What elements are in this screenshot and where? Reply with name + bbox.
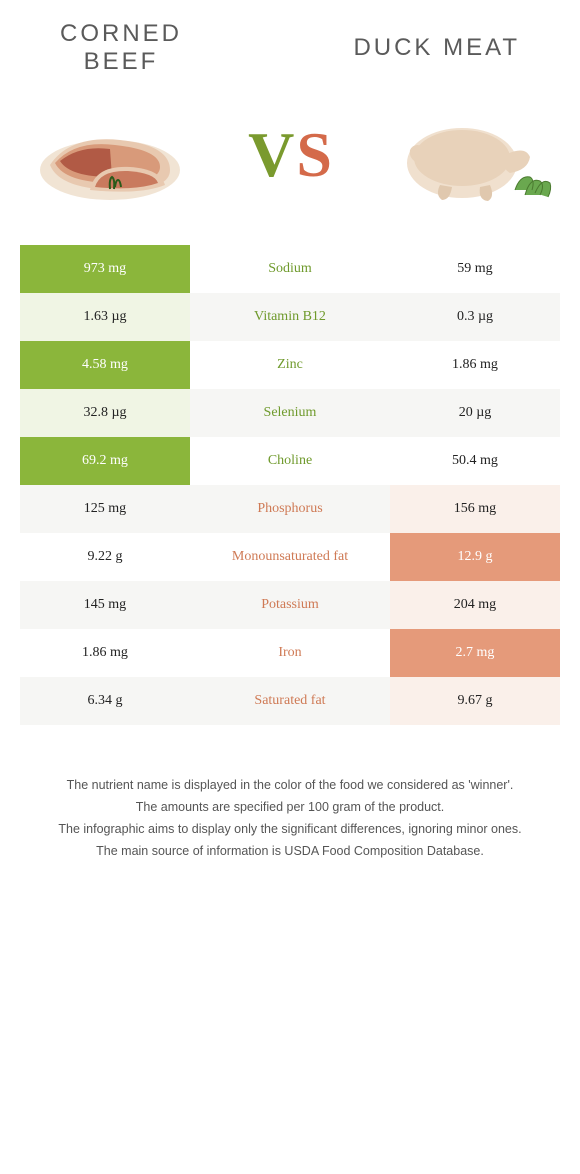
value-right: 50.4 mg — [390, 437, 560, 485]
table-row: 69.2 mgCholine50.4 mg — [20, 437, 560, 485]
titles-row: CORNED BEEF DUCK MEAT — [0, 0, 580, 75]
value-left: 9.22 g — [20, 533, 190, 581]
nutrient-name: Sodium — [190, 245, 390, 293]
table-row: 9.22 gMonounsaturated fat12.9 g — [20, 533, 560, 581]
hero-row: VS — [0, 75, 580, 245]
nutrient-name: Saturated fat — [190, 677, 390, 725]
value-right: 1.86 mg — [390, 341, 560, 389]
nutrient-name: Zinc — [190, 341, 390, 389]
corned-beef-image — [20, 95, 200, 215]
table-row: 145 mgPotassium204 mg — [20, 581, 560, 629]
table-row: 1.86 mgIron2.7 mg — [20, 629, 560, 677]
value-right: 12.9 g — [390, 533, 560, 581]
footnote-3: The infographic aims to display only the… — [30, 819, 550, 839]
title-corned-beef: CORNED BEEF — [60, 20, 182, 75]
vs-v: V — [248, 118, 294, 192]
footnote-1: The nutrient name is displayed in the co… — [30, 775, 550, 795]
vs-s: S — [296, 118, 332, 192]
value-left: 125 mg — [20, 485, 190, 533]
value-left: 145 mg — [20, 581, 190, 629]
nutrient-name: Iron — [190, 629, 390, 677]
footnote-4: The main source of information is USDA F… — [30, 841, 550, 861]
title-duck-meat: DUCK MEAT — [353, 34, 520, 62]
value-left: 4.58 mg — [20, 341, 190, 389]
value-right: 9.67 g — [390, 677, 560, 725]
vs-label: VS — [248, 118, 332, 192]
nutrient-name: Selenium — [190, 389, 390, 437]
table-row: 1.63 µgVitamin B120.3 µg — [20, 293, 560, 341]
value-left: 32.8 µg — [20, 389, 190, 437]
table-row: 4.58 mgZinc1.86 mg — [20, 341, 560, 389]
footnotes: The nutrient name is displayed in the co… — [30, 775, 550, 861]
nutrient-name: Monounsaturated fat — [190, 533, 390, 581]
table-row: 32.8 µgSelenium20 µg — [20, 389, 560, 437]
nutrient-name: Choline — [190, 437, 390, 485]
title-left-line2: BEEF — [60, 48, 182, 76]
value-left: 69.2 mg — [20, 437, 190, 485]
value-left: 1.86 mg — [20, 629, 190, 677]
title-left-line1: CORNED — [60, 20, 182, 48]
value-right: 0.3 µg — [390, 293, 560, 341]
duck-meat-image — [380, 95, 560, 215]
nutrient-name: Vitamin B12 — [190, 293, 390, 341]
value-right: 204 mg — [390, 581, 560, 629]
footnote-2: The amounts are specified per 100 gram o… — [30, 797, 550, 817]
value-left: 1.63 µg — [20, 293, 190, 341]
value-right: 156 mg — [390, 485, 560, 533]
table-row: 973 mgSodium59 mg — [20, 245, 560, 293]
nutrient-name: Phosphorus — [190, 485, 390, 533]
nutrient-name: Potassium — [190, 581, 390, 629]
table-row: 125 mgPhosphorus156 mg — [20, 485, 560, 533]
value-left: 973 mg — [20, 245, 190, 293]
value-right: 20 µg — [390, 389, 560, 437]
table-row: 6.34 gSaturated fat9.67 g — [20, 677, 560, 725]
value-right: 59 mg — [390, 245, 560, 293]
nutrient-table: 973 mgSodium59 mg1.63 µgVitamin B120.3 µ… — [20, 245, 560, 725]
value-right: 2.7 mg — [390, 629, 560, 677]
value-left: 6.34 g — [20, 677, 190, 725]
